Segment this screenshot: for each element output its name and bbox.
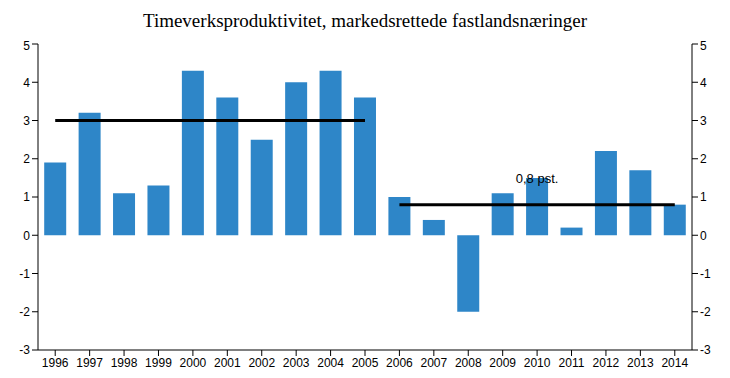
svg-text:-2: -2 (700, 305, 711, 319)
svg-text:1997: 1997 (76, 356, 103, 370)
svg-text:2014: 2014 (661, 356, 688, 370)
svg-text:2: 2 (700, 152, 707, 166)
svg-text:2002: 2002 (248, 356, 275, 370)
svg-text:2008: 2008 (455, 356, 482, 370)
svg-text:5: 5 (23, 39, 30, 53)
svg-text:0: 0 (23, 229, 30, 243)
svg-text:1: 1 (23, 190, 30, 204)
svg-text:2011: 2011 (559, 356, 585, 370)
svg-text:2009: 2009 (489, 356, 516, 370)
svg-text:2: 2 (23, 152, 30, 166)
svg-text:1: 1 (700, 190, 707, 204)
html-text:Timeverksproduktivitet, marked: Timeverksproduktivitet, markedsrettede f… (142, 10, 588, 31)
svg-text:4: 4 (700, 76, 707, 90)
svg-text:2007: 2007 (420, 356, 447, 370)
svg-text:2010: 2010 (524, 356, 551, 370)
svg-text:4: 4 (23, 76, 30, 90)
svg-text:2000: 2000 (180, 356, 207, 370)
svg-text:-1: -1 (19, 267, 30, 281)
svg-text:0,8 pst.: 0,8 pst. (516, 171, 559, 186)
svg-text:3: 3 (23, 114, 30, 128)
svg-text:-3: -3 (700, 343, 711, 357)
svg-text:0: 0 (700, 229, 707, 243)
svg-text:-3: -3 (19, 343, 30, 357)
svg-text:1996: 1996 (42, 356, 69, 370)
svg-text:5: 5 (700, 39, 707, 53)
svg-text:-2: -2 (19, 305, 30, 319)
svg-text:1998: 1998 (111, 356, 138, 370)
svg-text:-1: -1 (700, 267, 711, 281)
svg-text:2013: 2013 (627, 356, 654, 370)
svg-text:2005: 2005 (352, 356, 379, 370)
svg-text:3: 3 (700, 114, 707, 128)
svg-text:2004: 2004 (317, 356, 344, 370)
svg-text:2003: 2003 (283, 356, 310, 370)
svg-text:2001: 2001 (214, 356, 241, 370)
svg-text:2012: 2012 (593, 356, 620, 370)
svg-text:1999: 1999 (145, 356, 172, 370)
svg-text:2006: 2006 (386, 356, 413, 370)
